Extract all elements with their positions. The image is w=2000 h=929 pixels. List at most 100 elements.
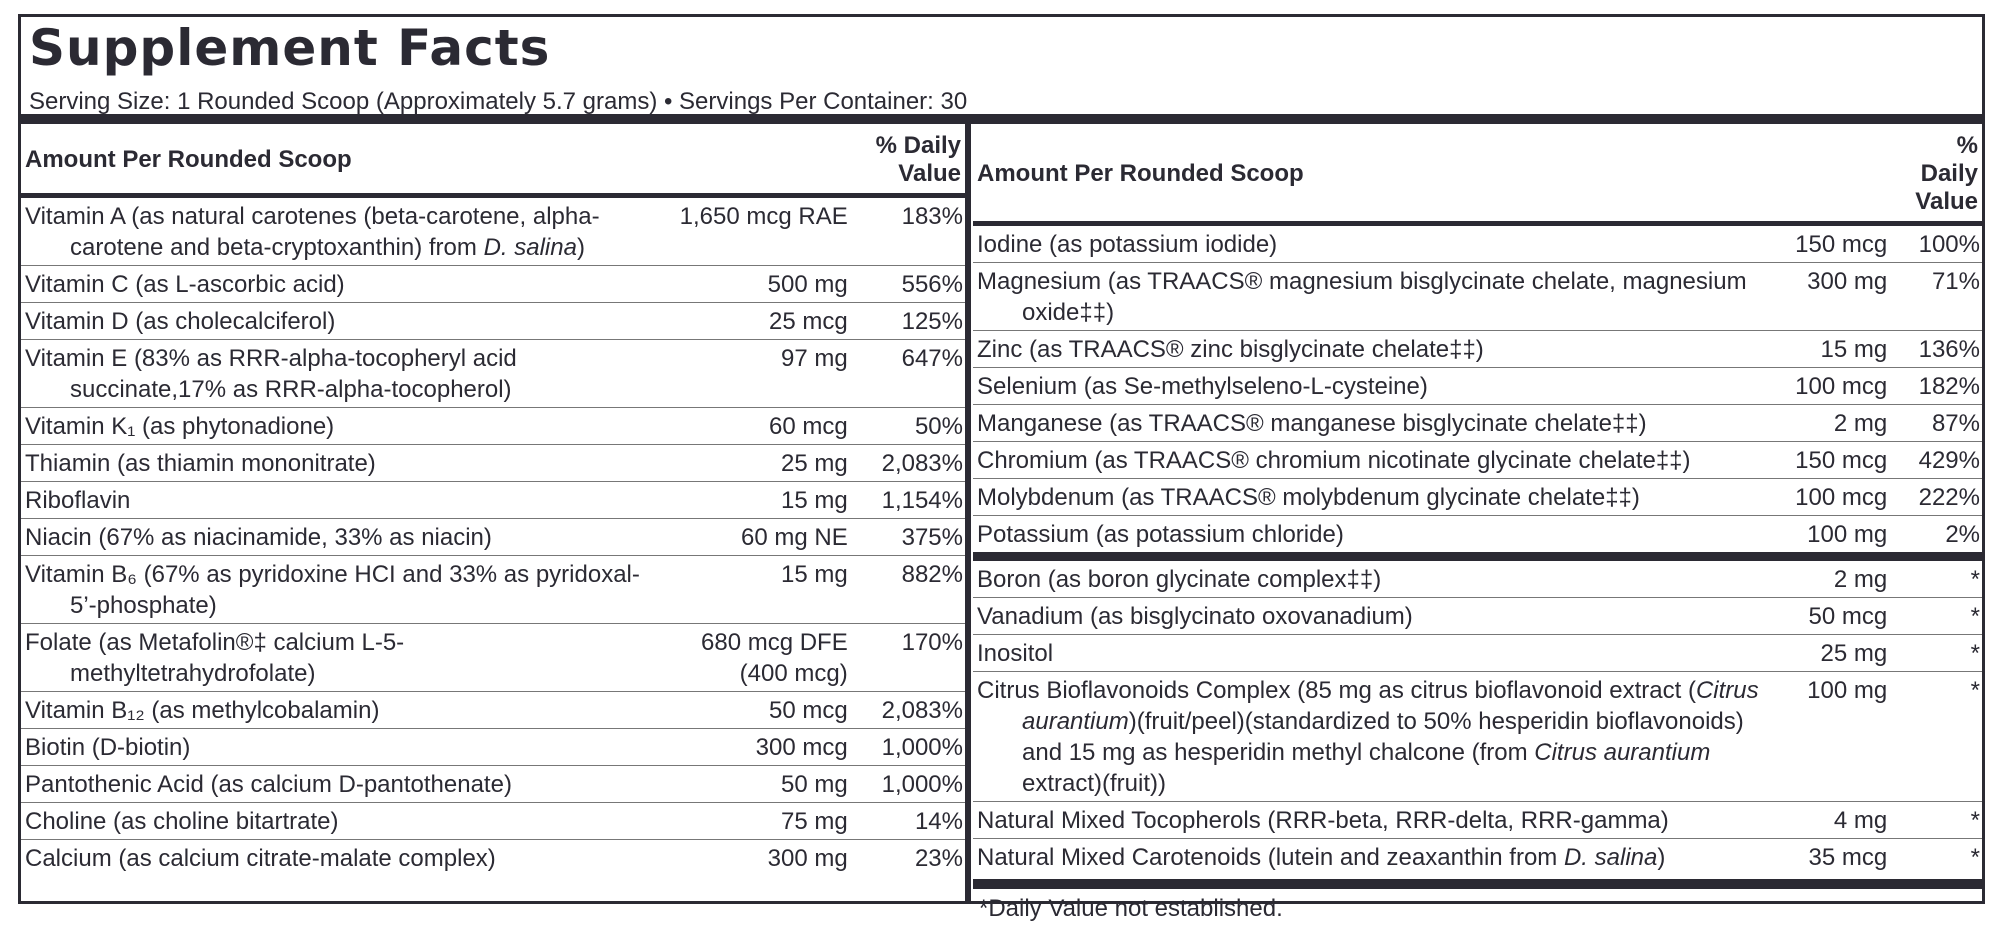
name-text: extract)(fruit)) [1022,770,1166,797]
italic-text: Citrus aurantium [1022,677,1759,735]
nutrient-row: Choline (as choline bitartrate) 75 mg 14% [21,802,965,840]
amount: 150 mcg [1780,441,1892,479]
daily-value: 429% [1891,441,1982,479]
nutrient-row: Vitamin K₁ (as phytonadione) 60 mcg 50% [21,407,965,445]
dv-label: % Daily Value [1891,124,1982,226]
daily-value: 882% [851,555,965,624]
title: Supplement Facts [29,19,551,77]
daily-value: 125% [851,302,965,340]
nutrient-name: Niacin (67% as niacinamide, 33% as niaci… [21,518,645,556]
name-text: Pantothenic Acid (as calcium D-pantothen… [25,771,512,798]
name-text: Molybdenum (as TRAACS® molybdenum glycin… [977,484,1640,511]
nutrient-name: Vitamin B₁₂ (as methylcobalamin) [21,691,645,729]
nutrient-row: Potassium (as potassium chloride) 100 mg 2… [973,515,1982,561]
nutrient-name: Magnesium (as TRAACS® magnesium bisglyci… [973,262,1781,331]
name-text: Folate (as Metafolin®‡ calcium L-5-methy… [25,629,405,687]
nutrient-row: Niacin (67% as niacinamide, 33% as niaci… [21,518,965,556]
amount: 15 mg [644,555,852,624]
daily-value: 71% [1891,262,1982,331]
daily-value: 1,000% [851,728,965,766]
daily-value: 1,154% [851,481,965,519]
name-text: Manganese (as TRAACS® manganese bisglyci… [977,410,1647,437]
name-text: Vanadium (as bisglycinato oxovanadium) [977,603,1413,630]
daily-value: * [1891,671,1982,802]
nutrient-row: Vitamin A (as natural carotenes (beta-ca… [21,195,965,266]
daily-value: 100% [1891,223,1982,263]
nutrient-row: Thiamin (as thiamin mononitrate) 25 mg 2,0… [21,444,965,482]
nutrient-name: Zinc (as TRAACS® zinc bisglycinate chela… [973,330,1781,368]
nutrient-name: Vanadium (as bisglycinato oxovanadium) [973,597,1781,635]
amount: 25 mg [644,444,852,482]
column-divider [965,124,971,901]
nutrient-row: Biotin (D-biotin) 300 mcg 1,000% [21,728,965,766]
nutrient-name: Inositol [973,634,1781,672]
amount: 15 mg [1780,330,1892,368]
nutrient-name: Vitamin A (as natural carotenes (beta-ca… [21,195,645,266]
nutrient-row: Vitamin C (as L-ascorbic acid) 500 mg 556% [21,265,965,303]
amount: 100 mg [1780,515,1892,561]
thick-rule [973,879,1982,889]
nutrient-name: Pantothenic Acid (as calcium D-pantothen… [21,765,645,803]
nutrient-row: Vitamin B₆ (67% as pyridoxine HCI and 33… [21,555,965,624]
daily-value: 87% [1891,404,1982,442]
daily-value: * [1891,801,1982,839]
amount: 25 mg [1780,634,1892,672]
nutrient-name: Choline (as choline bitartrate) [21,802,645,840]
nutrient-row: Natural Mixed Carotenoids (lutein and ze… [973,839,1982,876]
nutrient-name: Folate (as Metafolin®‡ calcium L-5-methy… [21,623,645,692]
name-text: Zinc (as TRAACS® zinc bisglycinate chela… [977,336,1484,363]
nutrient-row: Vitamin B₁₂ (as methylcobalamin) 50 mcg 2,… [21,691,965,729]
name-text: Vitamin D (as cholecalciferol) [25,308,336,335]
nutrient-name: Citrus Bioflavonoids Complex (85 mg as c… [973,671,1781,802]
daily-value: * [1891,556,1982,598]
daily-value: 14% [851,802,965,840]
amount: 300 mcg [644,728,852,766]
nutrient-name: Vitamin E (83% as RRR-alpha-tocopheryl a… [21,339,645,408]
amount: 75 mg [644,802,852,840]
amount: 300 mg [767,845,848,872]
amount: 2 mg [1780,404,1892,442]
daily-value: 556% [851,265,965,303]
name-text: Potassium (as potassium chloride) [977,521,1344,548]
amount: 97 mg [644,339,852,408]
nutrient-row: Riboflavin 15 mg 1,154% [21,481,965,519]
amount: 35 mcg [1808,844,1888,871]
name-text: Niacin (67% as niacinamide, 33% as niaci… [25,524,492,551]
nutrient-name: Natural Mixed Carotenoids (lutein and ze… [973,839,1780,876]
nutrient-name: Vitamin C (as L-ascorbic acid) [21,265,645,303]
amount: 60 mcg [644,407,852,445]
name-text: Natural Mixed Carotenoids (lutein and ze… [977,844,1564,871]
nutrient-name: Manganese (as TRAACS® manganese bisglyci… [973,404,1781,442]
amount: 25 mcg [644,302,852,340]
nutrient-name: Potassium (as potassium chloride) [973,515,1781,561]
italic-text: Citrus aurantium [1534,739,1711,766]
nutrient-row: Inositol 25 mg * [973,634,1982,672]
amount: 100 mcg [1780,367,1892,405]
italic-text: D. salina [483,234,577,261]
daily-value: 50% [851,407,965,445]
daily-value: 375% [851,518,965,556]
name-text: )(fruit/peel)(standardized to 50% hesper… [1022,708,1744,766]
name-text: Vitamin A (as natural carotenes (beta-ca… [25,203,600,261]
right-column: Amount Per Rounded Scoop % Daily Value I… [973,124,1982,929]
name-text: Vitamin K₁ (as phytonadione) [25,413,335,440]
nutrient-name: Vitamin K₁ (as phytonadione) [21,407,645,445]
nutrient-name: Calcium (as calcium citrate-malate compl… [21,840,644,877]
amount: 100 mg [1780,671,1892,802]
daily-value: 170% [851,623,965,692]
name-text: Choline (as choline bitartrate) [25,808,339,835]
name-text: Thiamin (as thiamin mononitrate) [25,450,376,477]
nutrient-row: Zinc (as TRAACS® zinc bisglycinate chela… [973,330,1982,368]
header-row: Amount Per Rounded Scoop % Daily Value [973,124,1982,226]
nutrient-row: Molybdenum (as TRAACS® molybdenum glycin… [973,478,1982,516]
nutrient-row: Chromium (as TRAACS® chromium nicotinate… [973,441,1982,479]
daily-value: 2% [1891,515,1982,561]
nutrient-name: Vitamin D (as cholecalciferol) [21,302,645,340]
name-text: ) [576,234,585,261]
name-text: Iodine (as potassium iodide) [977,231,1278,258]
amount-label: Amount Per Rounded Scoop [973,124,1892,226]
thick-rule [21,114,1982,124]
nutrient-row: Natural Mixed Tocopherols (RRR-beta, RRR… [973,801,1982,839]
nutrient-row: Vitamin D (as cholecalciferol) 25 mcg 125% [21,302,965,340]
amount: 680 mcg DFE (400 mcg) [644,623,852,692]
